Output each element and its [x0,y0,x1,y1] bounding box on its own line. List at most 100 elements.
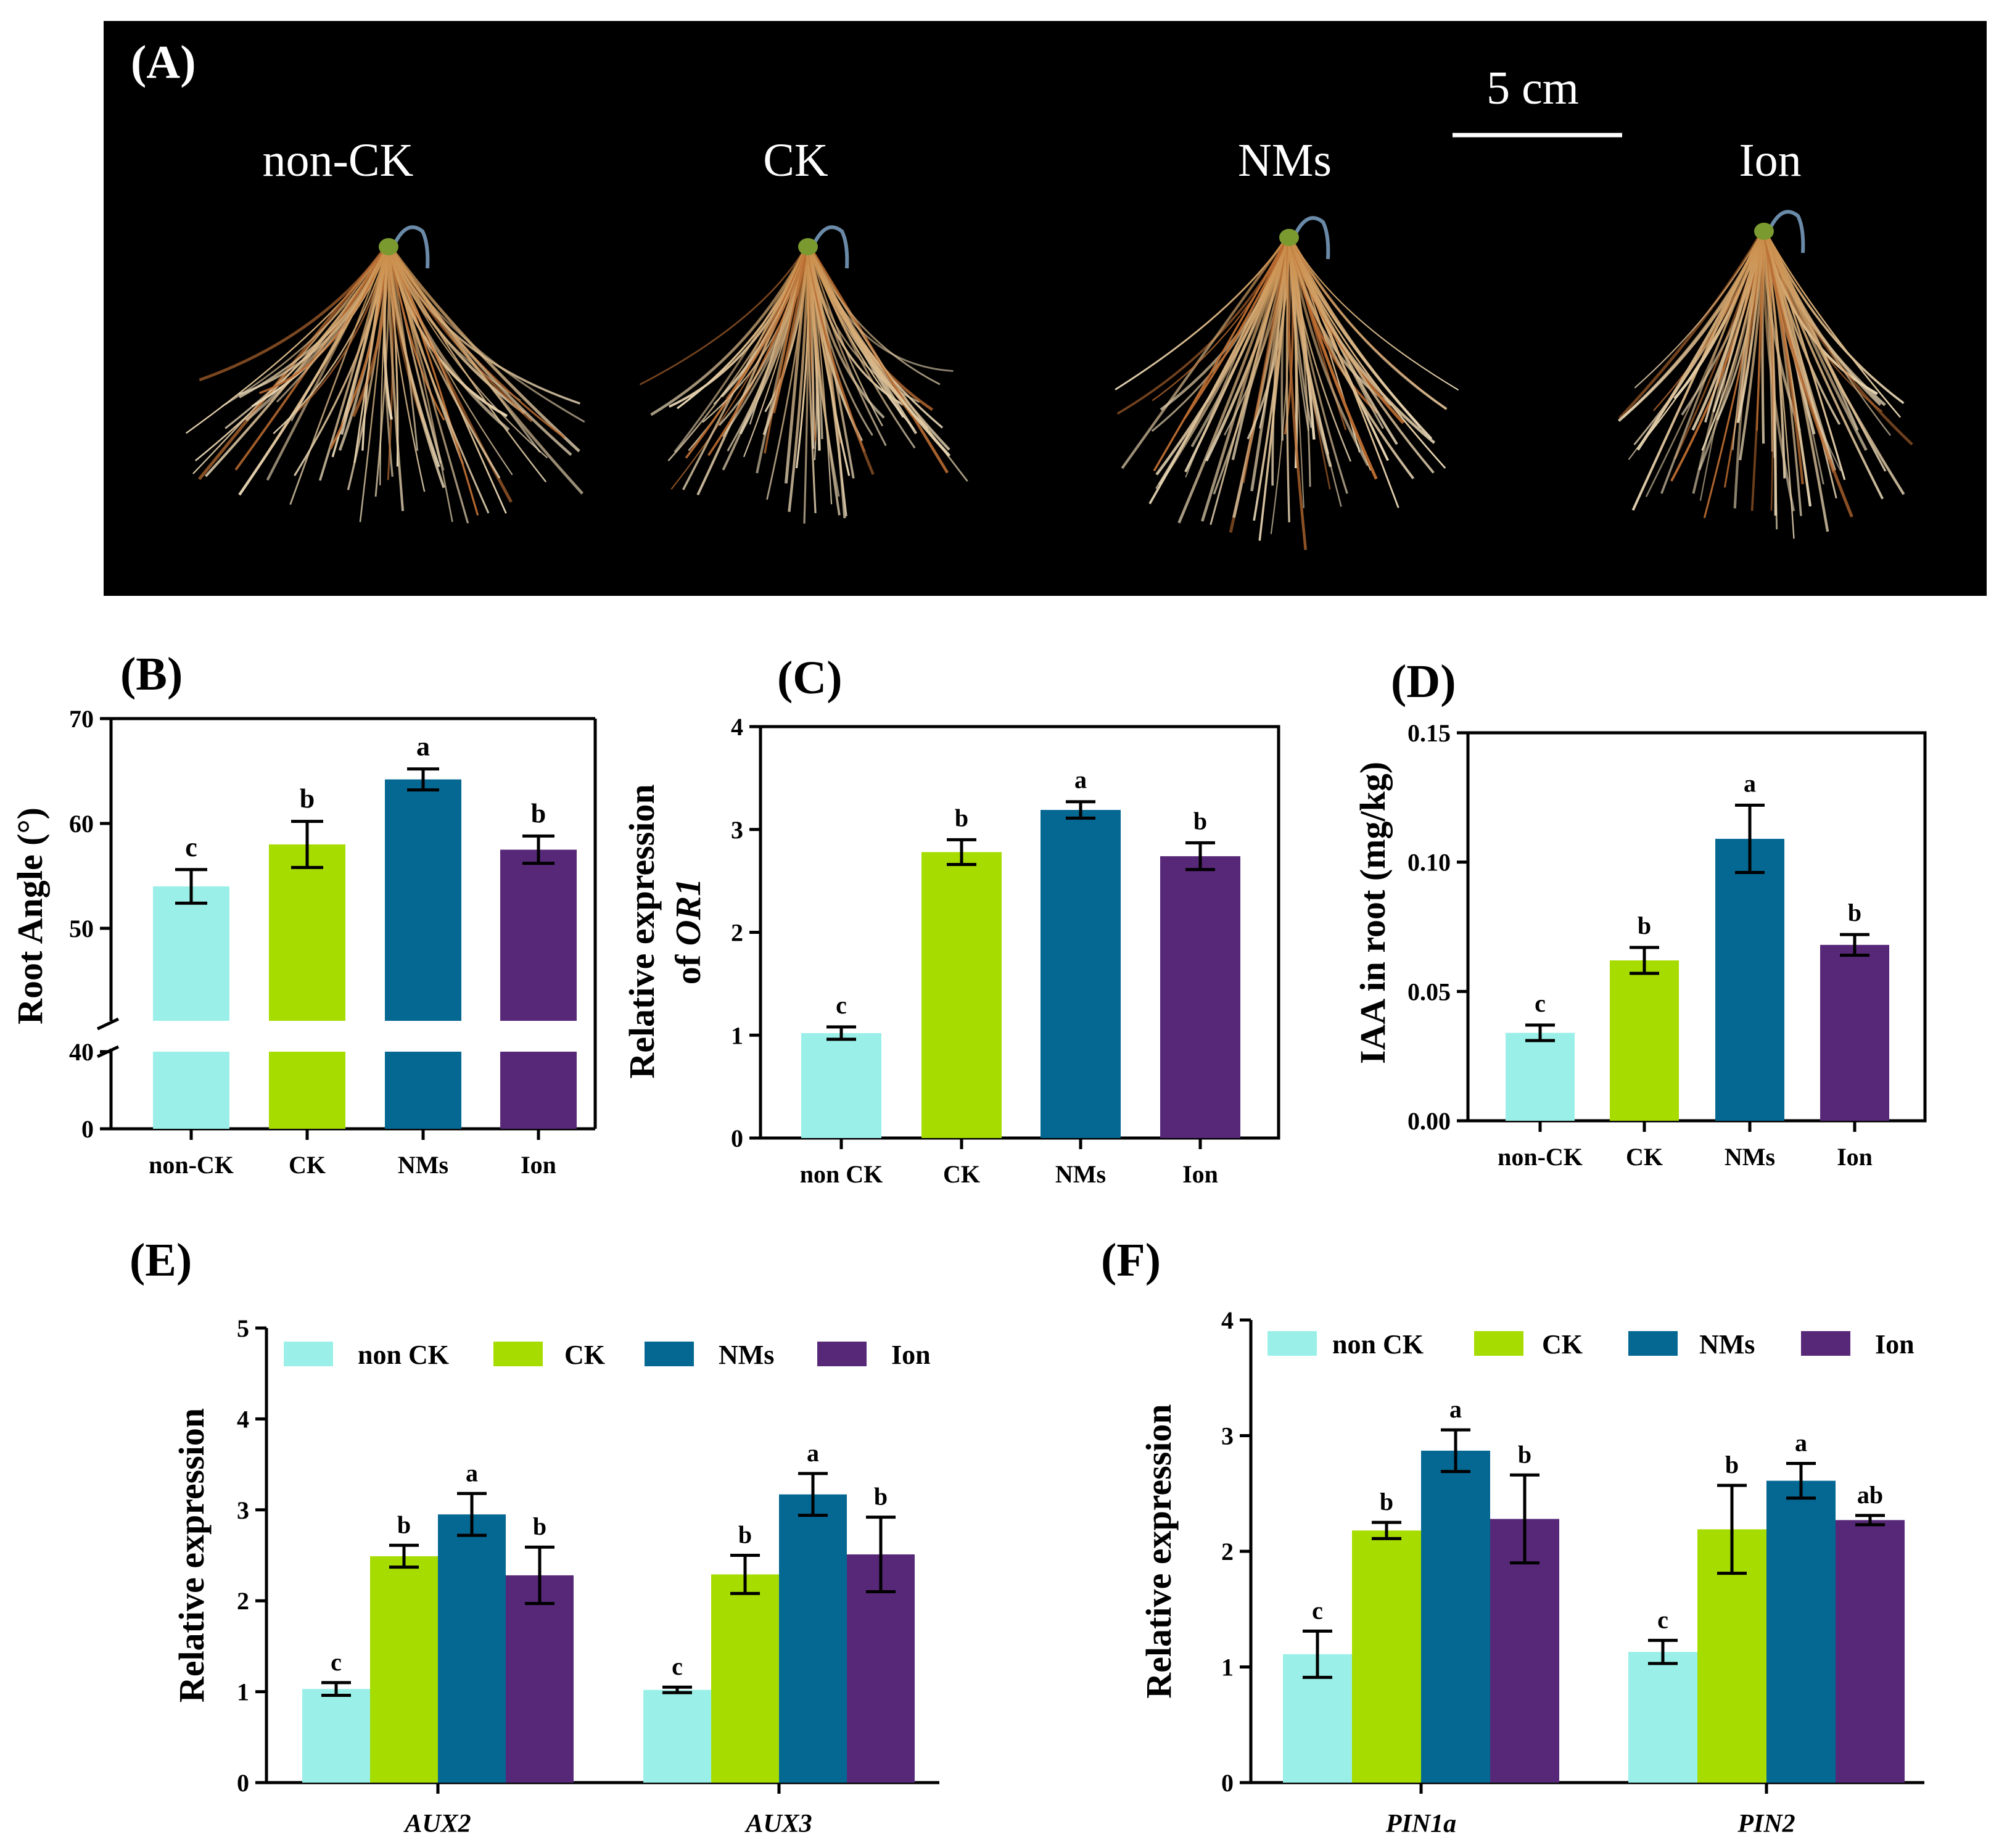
plot-frame [1466,731,1927,1123]
bar-non-ck [153,886,229,1021]
legend-label: CK [564,1340,605,1370]
error-bar [457,1491,487,1537]
legend-swatch [817,1342,867,1366]
bar-lower-nms [385,1052,461,1129]
significance-letter: a [1449,1395,1462,1423]
error-bar [947,838,976,866]
legend-label: NMs [1699,1329,1755,1359]
bar-ck [269,844,345,1021]
error-bar [407,767,439,792]
significance-letter: a [807,1439,819,1467]
bar-lower-non-ck [153,1052,229,1129]
root-photo-nms [1115,216,1459,550]
y-tick-label: 4 [1221,1306,1234,1334]
panel-a-label: (A) [131,36,196,88]
error-bar [866,1516,896,1593]
y-tick-label: 2 [1221,1538,1234,1565]
bar-aux2-ion [506,1575,574,1783]
error-bar [826,1025,856,1041]
significance-letter: b [397,1511,411,1538]
error-bar [798,1472,828,1517]
legend-label: Ion [891,1340,931,1370]
x-tick-label: Ion [1837,1143,1873,1171]
panel-label: (D) [1391,656,1456,707]
y-tick-label: 0.00 [1408,1107,1451,1135]
y-axis-label-gene: OR1 [668,878,708,946]
x-tick-label: NMs [1055,1160,1106,1188]
significance-letter: b [874,1483,888,1511]
significance-letter: b [1518,1440,1531,1468]
error-bar [1717,1483,1747,1575]
significance-letter: b [1848,899,1861,926]
error-bar [389,1543,419,1569]
significance-letter: b [1725,1451,1739,1479]
scale-bar-label: 5 cm [1486,62,1579,114]
y-axis-label: IAA in root (mg/kg) [1353,762,1393,1064]
bar-aux2-ck [370,1556,438,1783]
significance-letter: b [300,784,315,814]
significance-letter: ab [1857,1481,1883,1509]
bar-ck [1610,960,1679,1121]
x-tick-label: AUX2 [403,1810,471,1838]
bar-pin2-nms [1766,1480,1836,1783]
legend-label: NMs [719,1340,774,1370]
legend-swatch [493,1342,543,1366]
panel-label: (E) [130,1234,192,1286]
y-tick-label: 60 [69,810,94,838]
bar-ck [921,852,1002,1138]
error-bar [291,820,323,869]
significance-letter: a [416,732,430,762]
x-tick-label: Ion [521,1151,556,1179]
x-tick-label: CK [943,1160,980,1188]
significance-letter: c [1535,989,1546,1017]
sample-label-non-ck: non-CK [263,134,414,186]
bar-aux3-ck [711,1574,779,1783]
significance-letter: b [531,798,546,828]
legend: non CK CK NMs Ion [1267,1329,1915,1359]
y-tick-label: 3 [1221,1422,1234,1450]
error-bar [1525,1023,1555,1042]
chart-c: (C) 0 1 2 3 4 c non CK b CK a NMs b Ion Relative expre… [622,652,1280,1188]
error-bar [662,1685,692,1694]
significance-letter: b [533,1512,546,1540]
root-photo-non-ck [185,225,585,524]
bar-lower-ion [500,1052,577,1129]
chart-e: (E) 0 1 2 3 4 5 Relative expression c b a b AUX2 c b a b… [130,1234,939,1838]
significance-letter: a [466,1459,478,1487]
x-tick-label: AUX3 [744,1810,812,1838]
bar-ion [1820,944,1889,1121]
y-axis-label-line2: of OR1 [668,878,708,984]
y-axis-label: Relative expression [171,1408,212,1702]
chart-b: (B) 0 40 50 60 70 Root Angle (°) c non-CK b CK a NMs… [10,648,597,1179]
x-tick-label: NMs [1725,1143,1775,1171]
axis-break-mark [96,1017,120,1031]
bar-aux2-non-ck [302,1689,370,1783]
y-tick-label: 3 [731,816,743,844]
y-tick-label: 0.15 [1408,719,1451,747]
bar-nms [385,779,461,1021]
error-bar [730,1554,760,1595]
y-tick-label: 1 [1221,1654,1234,1681]
y-tick-label: 70 [69,705,94,733]
y-axis-label-line1: Relative expression [622,784,662,1078]
x-tick-label: non CK [800,1160,883,1188]
root-photographs [185,210,1913,550]
error-bar [1303,1629,1332,1679]
legend-swatch [284,1342,333,1366]
error-bar [522,834,554,865]
x-tick-label: non-CK [1498,1143,1583,1171]
bar-non-ck [801,1033,881,1138]
error-bar [1786,1462,1816,1500]
significance-letter: c [331,1648,342,1676]
bar-nms [1041,810,1121,1138]
significance-letter: b [1638,912,1651,939]
x-tick-label: PIN2 [1737,1810,1795,1838]
photo-background [104,21,1987,596]
bar-pin1a-ck [1352,1530,1421,1783]
legend-swatch [1628,1331,1678,1356]
y-tick-label: 1 [237,1678,249,1706]
error-bar [1648,1638,1678,1665]
significance-letter: c [836,991,847,1019]
